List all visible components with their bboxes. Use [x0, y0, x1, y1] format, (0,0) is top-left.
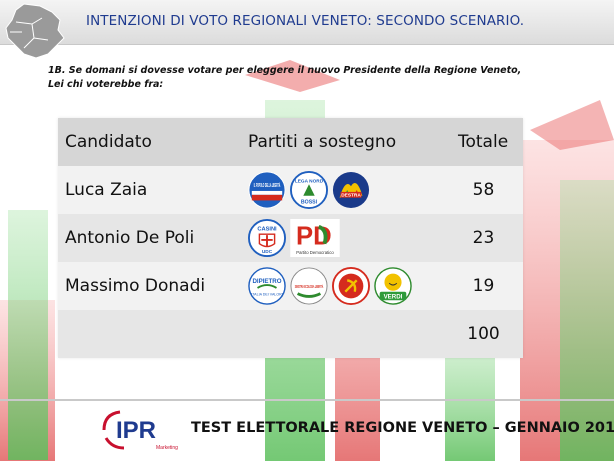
total-value: 19 — [444, 262, 523, 310]
idv-logo-subtext: ITALIA DEI VALORI — [251, 293, 283, 297]
column-header-partiti: Partiti a sostegno — [248, 118, 444, 166]
ipr-brand-subtext: Marketing — [156, 445, 178, 451]
party-logos: DIPIETRO ITALIA DEI VALORI SINISTRA ECOL… — [248, 262, 444, 310]
sel-party-logo-icon: SINISTRA ECOLOGIA LIBERTÀ — [290, 267, 328, 305]
idv-logo-text: DIPIETRO — [252, 278, 281, 285]
grand-total-value: 100 — [444, 310, 523, 358]
ipr-marketing-logo: IPR Marketing — [102, 410, 178, 451]
party-logos: CASINI UDC PD Partito Democratico — [248, 214, 444, 262]
candidate-name: Massimo Donadi — [58, 262, 248, 310]
la-destra-party-logo-icon: DESTRA — [332, 171, 370, 209]
table-header-row: Candidato Partiti a sostegno Totale — [58, 118, 523, 166]
table-row: Antonio De Poli CASINI UDC PD Partito — [58, 214, 523, 262]
candidate-name — [58, 310, 248, 358]
column-header-candidato: Candidato — [58, 118, 248, 166]
bg-bar — [8, 210, 48, 460]
bg-bar — [530, 100, 614, 150]
total-value: 58 — [444, 166, 523, 214]
pdl-logo-text: IL POPOLO DELLA LIBERTÀ — [254, 182, 281, 189]
udc-party-logo-icon: CASINI UDC — [248, 219, 286, 257]
results-table: Candidato Partiti a sostegno Totale Luca… — [58, 118, 523, 358]
question-line: Lei chi voterebbe fra: — [48, 79, 164, 90]
table-row: Massimo Donadi DIPIETRO ITALIA DEI VALOR… — [58, 262, 523, 310]
veneto-region-map-icon — [5, 3, 65, 59]
lega-logo-subtext: BOSSI — [301, 199, 318, 205]
lega-logo-text: LEGA NORD — [295, 178, 324, 184]
sel-logo-text: SINISTRA ECOLOGIA LIBERTÀ — [295, 283, 324, 290]
total-value: 23 — [444, 214, 523, 262]
column-header-totale: Totale — [444, 118, 523, 166]
party-logos: IL POPOLO DELLA LIBERTÀ LEGA NORD BOSSI — [248, 166, 444, 214]
udc-logo-text: CASINI — [257, 226, 277, 232]
pd-party-logo-icon: PD Partito Democratico — [290, 219, 340, 257]
question-line: 1B. Se domani si dovesse votare per eleg… — [48, 65, 522, 76]
candidate-name: Luca Zaia — [58, 166, 248, 214]
verdi-logo-text: VERDI — [384, 293, 403, 300]
footer-divider — [0, 399, 614, 401]
table-row: Luca Zaia IL POPOLO DELLA LIBERTÀ LEGA N… — [58, 166, 523, 214]
footer-title: TEST ELETTORALE REGIONE VENETO – GENNAIO… — [191, 420, 614, 436]
udc-logo-subtext: UDC — [262, 249, 273, 255]
table-row: 100 — [58, 310, 523, 358]
survey-question: 1B. Se domani si dovesse votare per eleg… — [48, 64, 568, 92]
ipr-brand-text: IPR — [116, 417, 156, 444]
title-bar — [0, 0, 614, 45]
pd-logo-subtext: Partito Democratico — [296, 250, 334, 255]
idv-party-logo-icon: DIPIETRO ITALIA DEI VALORI — [248, 267, 286, 305]
slide-title: INTENZIONI DI VOTO REGIONALI VENETO: SEC… — [86, 13, 525, 29]
bg-bar — [560, 180, 614, 461]
destra-logo-text: DESTRA — [341, 193, 361, 199]
candidate-name: Antonio De Poli — [58, 214, 248, 262]
rifondazione-party-logo-icon — [332, 267, 370, 305]
verdi-party-logo-icon: VERDI — [374, 267, 412, 305]
pdl-party-logo-icon: IL POPOLO DELLA LIBERTÀ — [248, 171, 286, 209]
party-logos — [248, 310, 444, 358]
lega-nord-party-logo-icon: LEGA NORD BOSSI — [290, 171, 328, 209]
bg-bar — [245, 60, 340, 92]
